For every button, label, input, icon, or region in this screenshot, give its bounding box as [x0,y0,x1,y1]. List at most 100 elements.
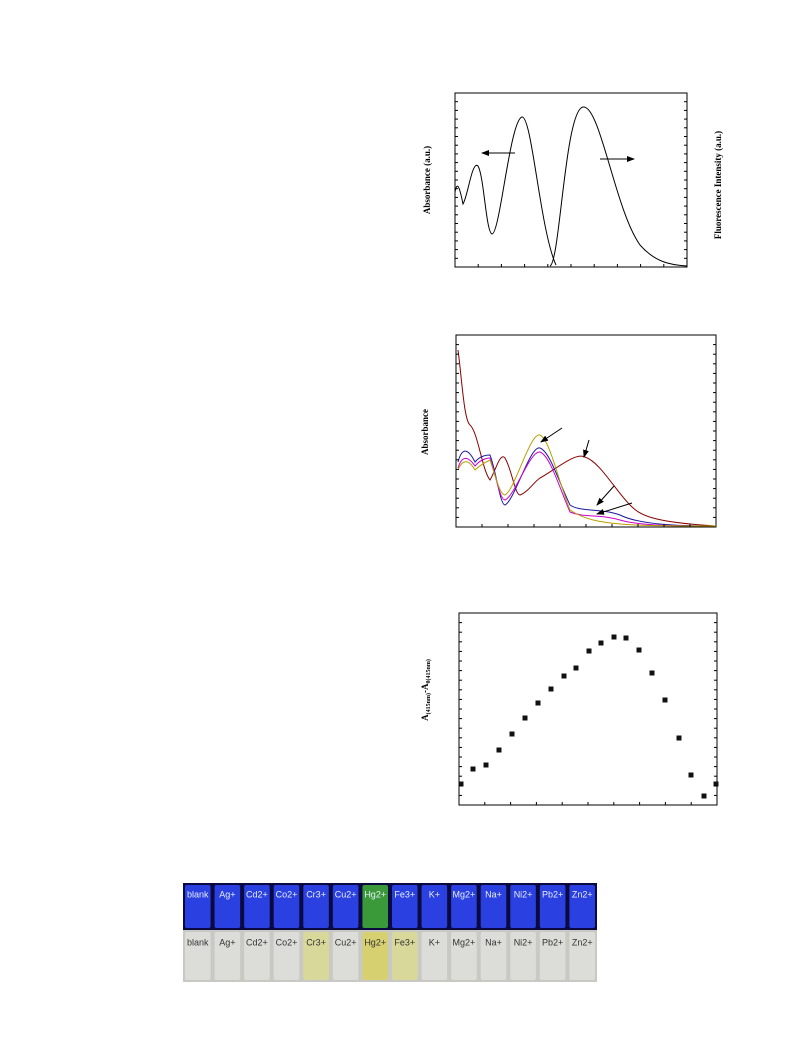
scatter-point [636,647,642,653]
y-axis-label: Fluorescence Intensity (a.u.) [713,131,723,239]
fluorescence-curve [549,106,688,267]
label-part: (415nm) [425,693,432,714]
label-part: 0(415nm) [425,659,432,683]
curve [457,349,717,527]
y-axis-label: Absorbance (a.u.) [422,146,432,214]
vial [569,932,595,980]
vial [303,932,329,980]
vial [185,885,211,928]
curve [457,447,717,527]
scatter-point [688,772,694,778]
vial-label: Ni2+ [514,889,533,899]
vial [332,932,359,980]
arrow [596,485,615,506]
scatter-point [649,670,655,676]
vial-label: Zn2+ [572,937,593,947]
vial [510,932,536,980]
vial-label: K+ [429,889,440,899]
arrow [583,439,590,458]
vial [392,932,418,980]
scatter-point [701,793,707,799]
vial-label: Mg2+ [453,937,476,947]
arrow [540,427,563,443]
scatter-point [598,640,604,646]
vial [273,932,300,980]
vial [510,885,536,928]
vial-label: Na+ [485,937,502,947]
vial-label: Ni2+ [514,937,533,947]
scatter-point [561,673,567,679]
scatter-point [458,781,464,787]
vial [244,932,270,980]
figure-2: Absorbance [420,334,717,528]
scatter-point [676,735,682,741]
vial [214,932,241,980]
vial-label: Fe3+ [394,889,415,899]
vial [362,932,388,980]
scatter-point [611,634,617,640]
scatter-point [483,762,489,768]
vial [421,932,448,980]
vial-label: Cr3+ [306,889,326,899]
vial-label: Ag+ [219,889,235,899]
vial-label: Fe3+ [394,937,415,947]
vial [569,885,595,928]
vial-label: blank [187,889,209,899]
vial-label: Pb2+ [542,889,563,899]
plot-frame [458,612,718,806]
vial [539,885,566,928]
scatter-point [662,697,668,703]
vial-label: Cd2+ [246,889,268,899]
vial [451,932,477,980]
vial-label: K+ [429,937,440,947]
scatter-point [522,715,528,721]
figure-3: A(415nm)-A0(415nm) [420,612,719,806]
vial-label: Pb2+ [542,937,563,947]
arrow [596,502,633,515]
vial-label: blank [187,937,209,947]
y-axis-label: Absorbance [420,409,430,455]
scatter-point [509,731,515,737]
curve [457,434,717,527]
vial-label: Co2+ [276,937,298,947]
label-part: A [420,714,430,721]
figure-1: Absorbance (a.u.) Fluorescence Intensity… [422,92,723,268]
vial-label: Zn2+ [572,889,593,899]
vial [480,885,507,928]
plot-frame [455,334,717,528]
vial-label: Co2+ [276,889,298,899]
scatter-point [586,648,592,654]
vial [273,885,300,928]
vial-label: Cr3+ [306,937,326,947]
curve [457,451,717,527]
scatter-point [548,686,554,692]
vial [362,885,388,928]
vial [214,885,241,928]
scatter-point [713,781,719,787]
vial [303,885,329,928]
vial [421,885,448,928]
vial-label: Mg2+ [453,889,476,899]
vial [332,885,359,928]
vial [392,885,418,928]
vial [539,932,566,980]
vial-label: Cu2+ [335,937,357,947]
absorbance-curve [454,116,557,266]
scatter-point [623,635,629,641]
scatter-point [573,665,579,671]
label-part: -A [420,683,430,693]
vial-label: Cd2+ [246,937,268,947]
vial-label: Ag+ [219,937,235,947]
vial [480,932,507,980]
vial-label: Na+ [485,889,502,899]
vial [451,885,477,928]
vial-label: Cu2+ [335,889,357,899]
scatter-point [535,700,541,706]
scatter-point [470,766,476,772]
photo: blank Ag+ Cd2+ Co2+ Cr3+ Cu2+ Hg2+ Fe3+ K+ Mg2+ Na… [183,883,597,982]
y-axis-label: A(415nm)-A0(415nm) [420,659,432,721]
vial-label: Hg2+ [364,937,386,947]
vial [244,885,270,928]
vial [185,932,211,980]
